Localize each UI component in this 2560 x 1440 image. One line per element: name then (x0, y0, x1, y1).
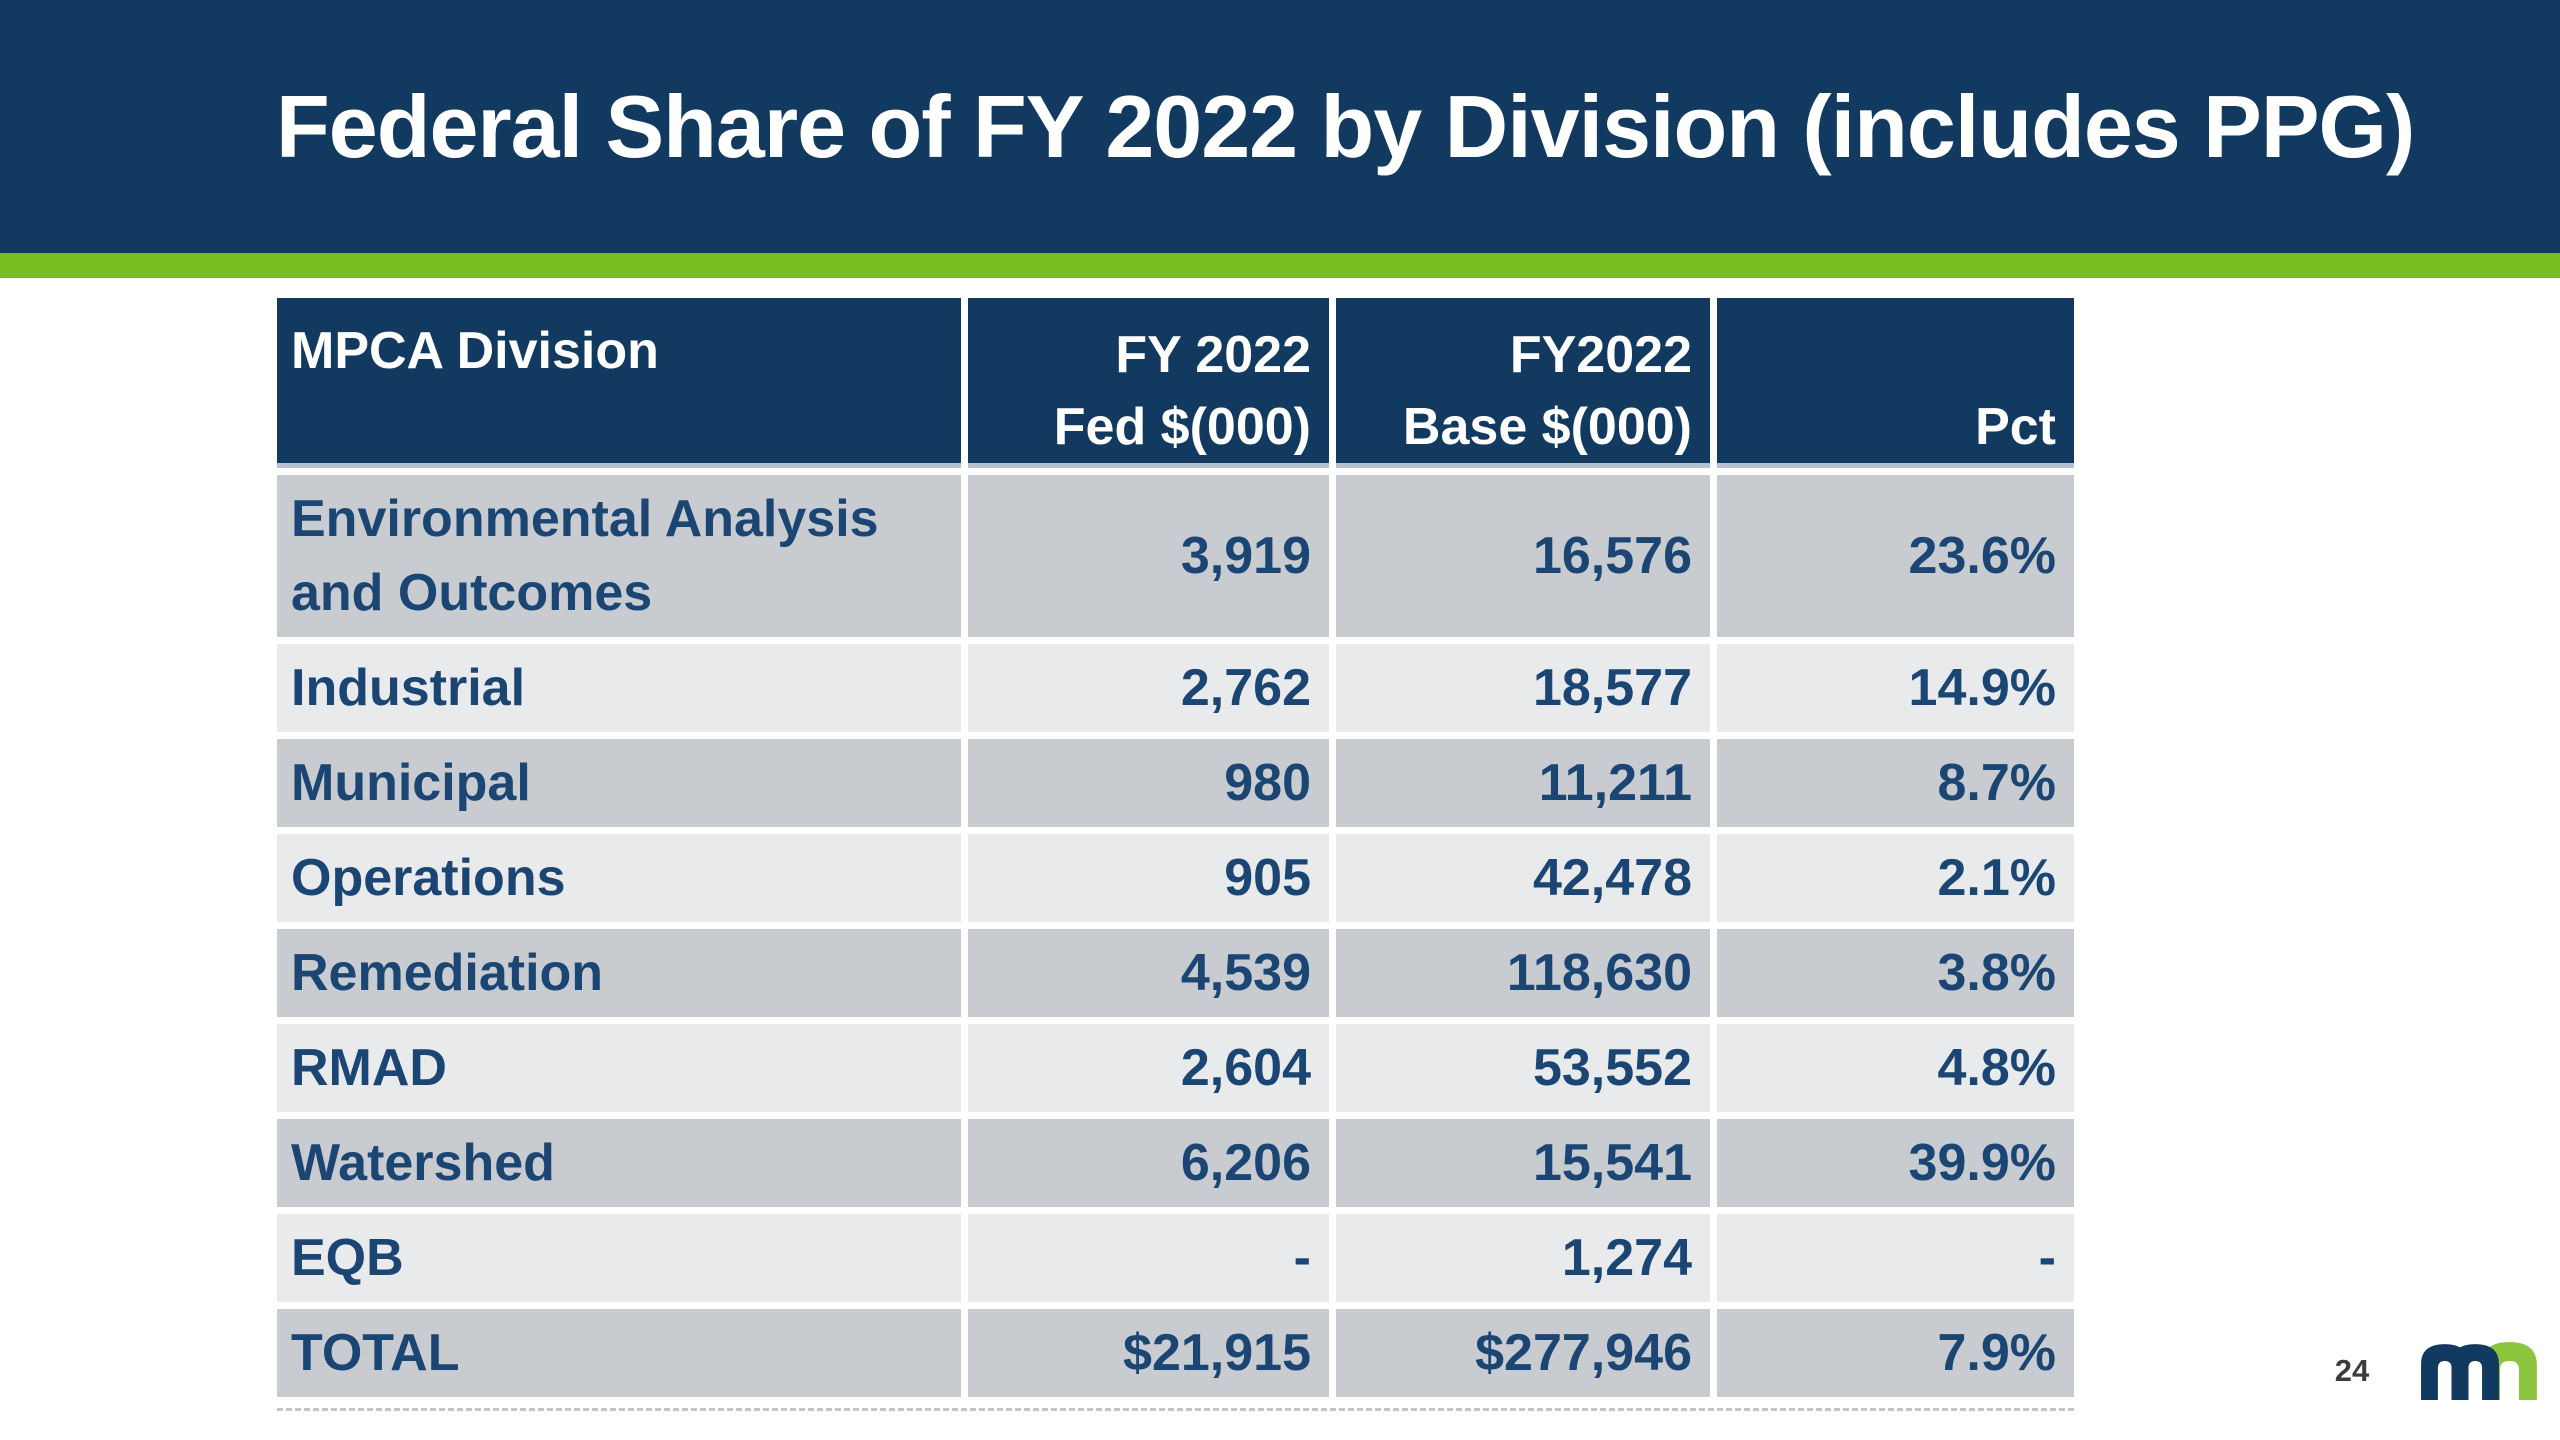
column-header-pct: Pct (1717, 298, 2074, 468)
title-bar: Federal Share of FY 2022 by Division (in… (0, 0, 2560, 253)
base-cell: 16,576 (1336, 475, 1710, 637)
base-cell: 42,478 (1336, 834, 1710, 922)
base-cell: 53,552 (1336, 1024, 1710, 1112)
base-cell: 1,274 (1336, 1214, 1710, 1302)
division-cell: Environmental Analysis and Outcomes (277, 475, 961, 637)
division-cell: RMAD (277, 1024, 961, 1112)
fed-cell: 4,539 (968, 929, 1329, 1017)
base-cell: 118,630 (1336, 929, 1710, 1017)
total-division-cell: TOTAL (277, 1309, 961, 1397)
fed-cell: 2,762 (968, 644, 1329, 732)
total-fed-cell: $21,915 (968, 1309, 1329, 1397)
column-header-division: MPCA Division (277, 298, 961, 468)
pct-cell: 8.7% (1717, 739, 2074, 827)
division-cell: Remediation (277, 929, 961, 1017)
total-pct-cell: 7.9% (1717, 1309, 2074, 1397)
base-cell: 11,211 (1336, 739, 1710, 827)
division-table: MPCA Division FY 2022 Fed $(000) FY2022 … (277, 298, 2074, 1397)
accent-stripe (0, 253, 2560, 278)
page-number: 24 (2334, 1353, 2370, 1388)
fed-cell: 3,919 (968, 475, 1329, 637)
fed-cell: - (968, 1214, 1329, 1302)
fed-cell: 905 (968, 834, 1329, 922)
column-header-line1: FY2022 (1509, 326, 1692, 384)
pct-cell: - (1717, 1214, 2074, 1302)
column-header-line1: Pct (1975, 398, 2056, 456)
pct-cell: 4.8% (1717, 1024, 2074, 1112)
division-cell: Operations (277, 834, 961, 922)
mn-logo (2421, 1342, 2537, 1400)
pct-cell: 39.9% (1717, 1119, 2074, 1207)
column-header-base: FY2022 Base $(000) (1336, 298, 1710, 468)
slide-title: Federal Share of FY 2022 by Division (in… (276, 76, 2415, 176)
column-header-line2: Fed $(000) (1053, 398, 1311, 456)
fed-cell: 2,604 (968, 1024, 1329, 1112)
column-header-fed: FY 2022 Fed $(000) (968, 298, 1329, 468)
mn-logo-m-navy (2421, 1344, 2499, 1400)
division-cell: Industrial (277, 644, 961, 732)
table-bottom-border (277, 1408, 2074, 1411)
pct-cell: 3.8% (1717, 929, 2074, 1017)
division-cell: EQB (277, 1214, 961, 1302)
total-base-cell: $277,946 (1336, 1309, 1710, 1397)
pct-cell: 14.9% (1717, 644, 2074, 732)
column-header-line1: MPCA Division (291, 322, 659, 380)
pct-cell: 23.6% (1717, 475, 2074, 637)
column-header-line1: FY 2022 (1115, 326, 1311, 384)
division-cell: Municipal (277, 739, 961, 827)
column-header-line2: Base $(000) (1402, 398, 1692, 456)
fed-cell: 6,206 (968, 1119, 1329, 1207)
pct-cell: 2.1% (1717, 834, 2074, 922)
base-cell: 18,577 (1336, 644, 1710, 732)
fed-cell: 980 (968, 739, 1329, 827)
base-cell: 15,541 (1336, 1119, 1710, 1207)
division-cell: Watershed (277, 1119, 961, 1207)
